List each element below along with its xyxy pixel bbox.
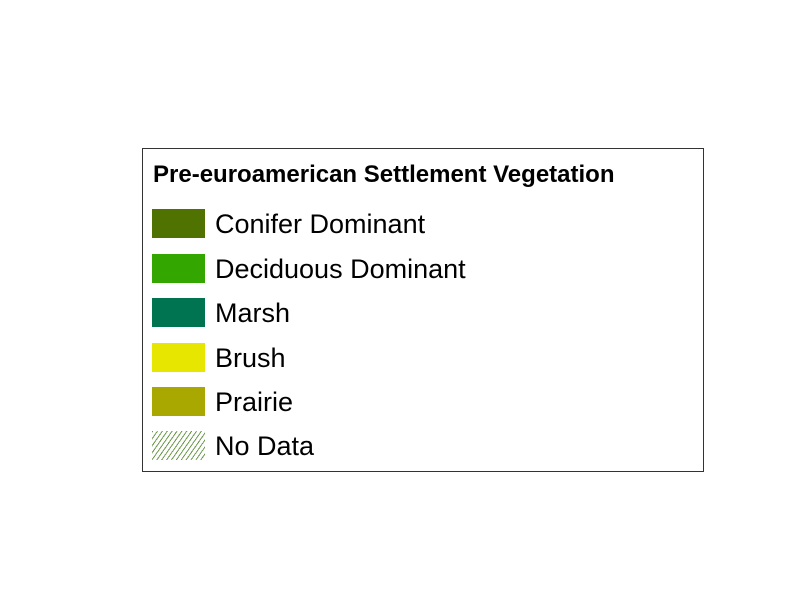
legend-item-prairie: Prairie <box>152 387 672 417</box>
legend-item-brush: Brush <box>152 343 672 373</box>
legend-label-prairie: Prairie <box>215 387 294 417</box>
legend-swatch-conifer-dominant <box>152 209 205 238</box>
legend-item-no-data: No Data <box>152 431 672 461</box>
legend-label-no-data: No Data <box>215 431 315 461</box>
legend-label-conifer-dominant: Conifer Dominant <box>215 209 426 239</box>
legend-item-conifer-dominant: Conifer Dominant <box>152 209 672 239</box>
legend-swatch-prairie <box>152 387 205 416</box>
legend-title: Pre-euroamerican Settlement Vegetation <box>153 161 615 188</box>
legend-item-marsh: Marsh <box>152 298 672 328</box>
legend-swatch-deciduous-dominant <box>152 254 205 283</box>
legend-swatch-brush <box>152 343 205 372</box>
legend-label-marsh: Marsh <box>215 298 291 328</box>
legend-label-deciduous-dominant: Deciduous Dominant <box>215 254 466 284</box>
map-legend: Pre-euroamerican Settlement Vegetation C… <box>142 148 704 472</box>
legend-item-deciduous-dominant: Deciduous Dominant <box>152 254 672 284</box>
legend-swatch-marsh <box>152 298 205 327</box>
legend-label-brush: Brush <box>215 343 286 373</box>
legend-swatch-no-data <box>152 431 205 460</box>
